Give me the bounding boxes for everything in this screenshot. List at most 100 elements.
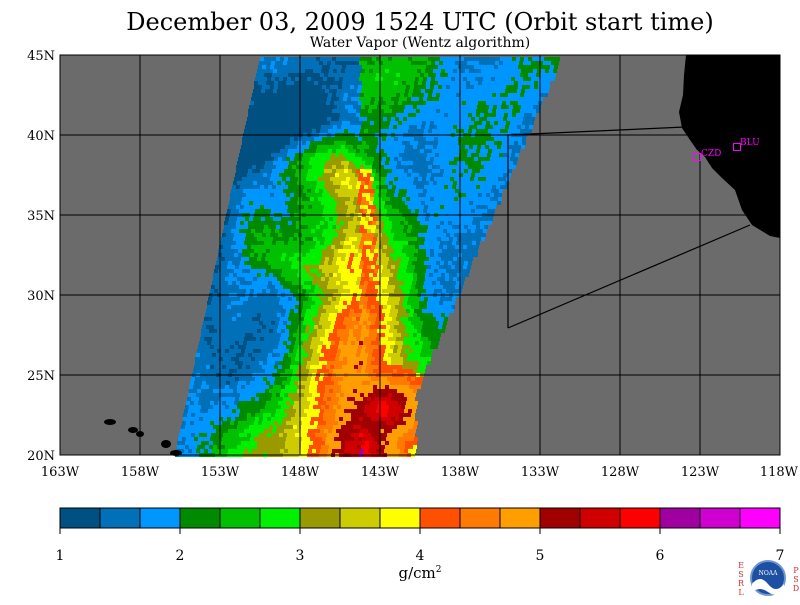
swath-cell [310, 85, 314, 89]
swath-cell [287, 209, 291, 213]
swath-cell [313, 89, 317, 93]
swath-cell [346, 193, 350, 197]
swath-cell [311, 97, 315, 101]
swath-cell [297, 89, 301, 93]
swath-cell [467, 173, 471, 177]
swath-cell [433, 181, 437, 185]
swath-cell [479, 229, 483, 233]
swath-cell [468, 241, 472, 245]
swath-cell [320, 113, 324, 117]
swath-cell [381, 217, 385, 221]
swath-cell [459, 265, 463, 269]
swath-cell [418, 197, 422, 201]
swath-cell [508, 57, 512, 61]
swath-cell [280, 57, 284, 61]
swath-cell [483, 153, 487, 157]
swath-cell [303, 341, 307, 345]
swath-cell [351, 301, 355, 305]
swath-cell [424, 149, 428, 153]
swath-cell [278, 65, 282, 69]
swath-cell [326, 85, 330, 89]
swath-cell [285, 277, 289, 281]
swath-cell [490, 157, 494, 161]
swath-cell [330, 141, 334, 145]
swath-cell [523, 61, 527, 65]
swath-cell [361, 313, 365, 317]
swath-cell [374, 345, 378, 349]
swath-cell [408, 225, 412, 229]
swath-cell [414, 309, 418, 313]
swath-cell [243, 229, 247, 233]
swath-cell [284, 129, 288, 133]
swath-cell [228, 317, 232, 321]
swath-cell [272, 109, 276, 113]
swath-cell [481, 69, 485, 73]
swath-cell [230, 253, 234, 257]
swath-cell [484, 165, 488, 169]
swath-cell [356, 113, 360, 117]
swath-cell [272, 205, 276, 209]
swath-cell [504, 169, 508, 173]
swath-cell [264, 281, 268, 285]
swath-cell [295, 153, 299, 157]
swath-cell [447, 153, 451, 157]
swath-cell [375, 97, 379, 101]
swath-cell [213, 349, 217, 353]
swath-cell [423, 229, 427, 233]
swath-cell [293, 69, 297, 73]
swath-cell [348, 185, 352, 189]
swath-cell [430, 101, 434, 105]
swath-cell [251, 173, 255, 177]
swath-cell [438, 197, 442, 201]
swath-cell [370, 85, 374, 89]
swath-cell [223, 305, 227, 309]
swath-cell [304, 297, 308, 301]
swath-cell [350, 325, 354, 329]
swath-cell [528, 113, 532, 117]
swath-cell [555, 61, 559, 65]
swath-cell [481, 181, 485, 185]
swath-cell [279, 229, 283, 233]
swath-cell [441, 181, 445, 185]
swath-cell [217, 329, 221, 333]
swath-cell [296, 165, 300, 169]
swath-cell [286, 193, 290, 197]
swath-cell [524, 73, 528, 77]
swath-cell [363, 61, 367, 65]
swath-cell [269, 257, 273, 261]
swath-cell [315, 265, 319, 269]
swath-cell [232, 297, 236, 301]
swath-cell [289, 349, 293, 353]
swath-cell [524, 57, 528, 61]
swath-cell [391, 265, 395, 269]
swath-cell [254, 345, 258, 349]
swath-cell [530, 65, 534, 69]
swath-cell [350, 233, 354, 237]
swath-cell [452, 297, 456, 301]
swath-cell [444, 221, 448, 225]
swath-cell [229, 237, 233, 241]
swath-cell [370, 137, 374, 141]
swath-cell [425, 257, 429, 261]
swath-cell [266, 137, 270, 141]
swath-cell [247, 285, 251, 289]
swath-cell [522, 101, 526, 105]
swath-cell [272, 185, 276, 189]
swath-cell [318, 121, 322, 125]
swath-cell [248, 109, 252, 113]
swath-cell [488, 129, 492, 133]
swath-cell [254, 233, 258, 237]
swath-cell [429, 273, 433, 277]
swath-cell [455, 265, 459, 269]
swath-cell [285, 273, 289, 277]
swath-cell [425, 161, 429, 165]
swath-cell [415, 245, 419, 249]
swath-cell [535, 77, 539, 81]
swath-cell [305, 333, 309, 337]
swath-cell [501, 69, 505, 73]
swath-cell [272, 113, 276, 117]
swath-cell [474, 249, 478, 253]
swath-cell [427, 209, 431, 213]
swath-cell [242, 193, 246, 197]
swath-cell [260, 221, 264, 225]
